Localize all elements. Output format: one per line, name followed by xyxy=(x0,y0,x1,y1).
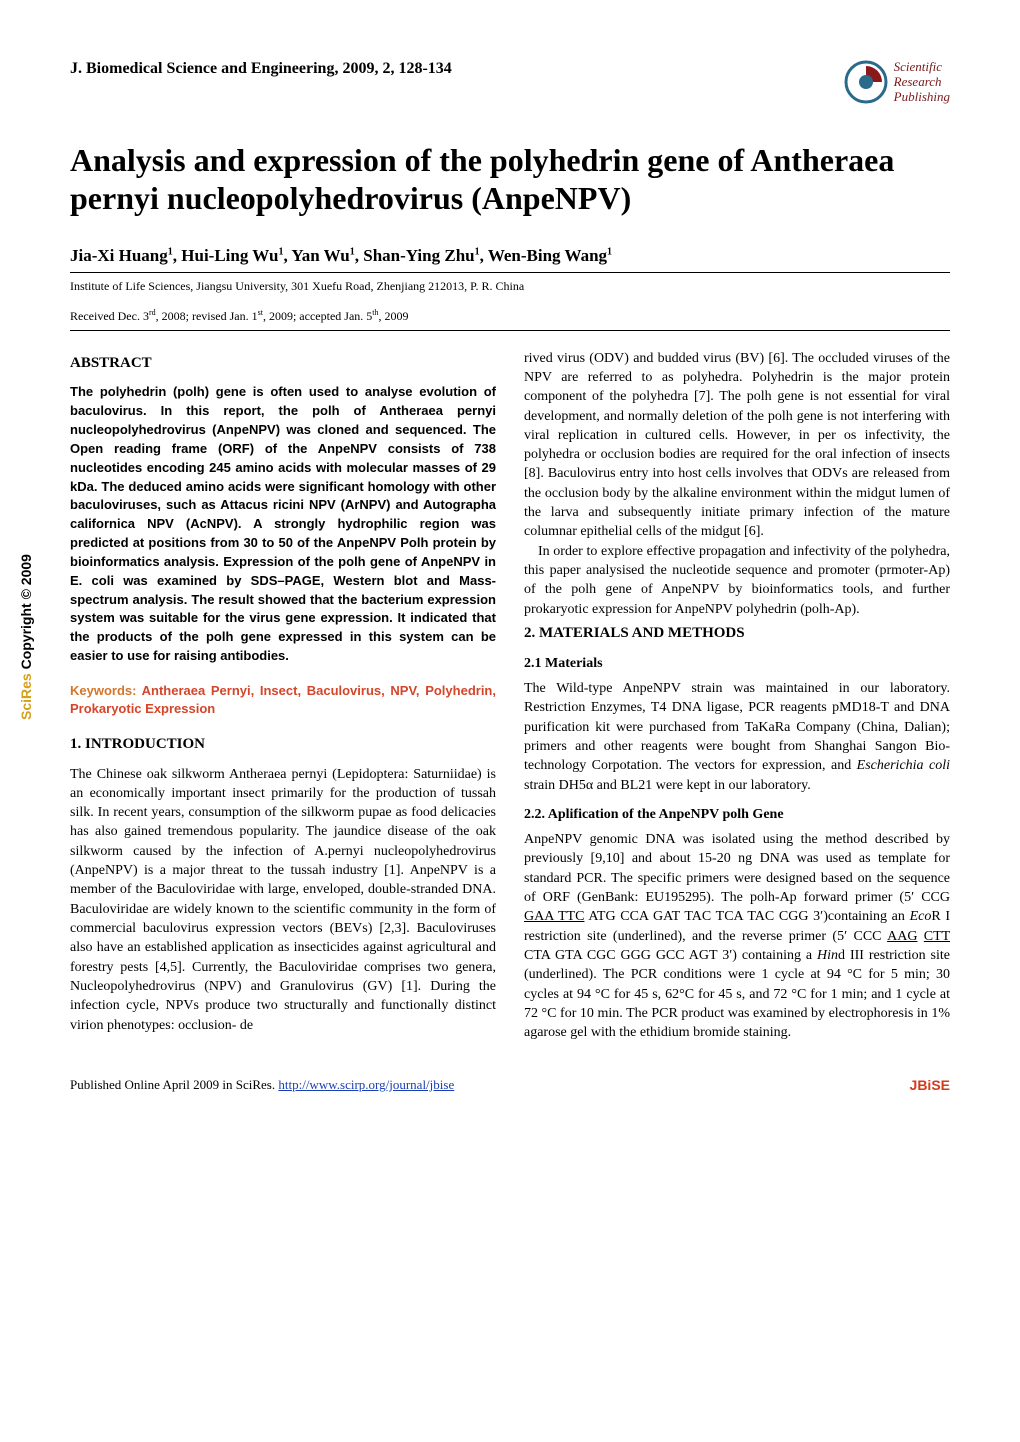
author-rule xyxy=(70,272,950,273)
two-column-body: ABSTRACT The polyhedrin (polh) gene is o… xyxy=(70,349,950,1043)
dates: Received Dec. 3rd, 2008; revised Jan. 1s… xyxy=(70,308,950,324)
paper-title: Analysis and expression of the polyhedri… xyxy=(70,141,950,218)
keywords: Keywords: Antheraea Pernyi, Insect, Bacu… xyxy=(70,682,496,718)
methods-heading: 2. MATERIALS AND METHODS xyxy=(524,623,950,644)
affiliation: Institute of Life Sciences, Jiangsu Univ… xyxy=(70,279,950,294)
sidebar-scires: SciRes xyxy=(18,673,34,720)
dates-rule xyxy=(70,330,950,331)
materials-body: The Wild-type AnpeNPV strain was maintai… xyxy=(524,679,950,795)
footer: Published Online April 2009 in SciRes. h… xyxy=(70,1077,950,1093)
publisher-logo: Scientific Research Publishing xyxy=(844,60,950,105)
intro-para-1b: rived virus (ODV) and budded virus (BV) … xyxy=(524,349,950,542)
abstract-body: The polyhedrin (polh) gene is often used… xyxy=(70,383,496,666)
intro-para-1a: The Chinese oak silkworm Antheraea perny… xyxy=(70,765,496,1035)
publisher-logo-icon xyxy=(844,60,888,104)
sidebar-copyright: SciRes Copyright © 2009 xyxy=(18,554,34,720)
journal-header: J. Biomedical Science and Engineering, 2… xyxy=(70,60,452,78)
authors: Jia-Xi Huang1, Hui-Ling Wu1, Yan Wu1, Sh… xyxy=(70,246,950,266)
intro-heading: 1. INTRODUCTION xyxy=(70,734,496,755)
footer-jbise: JBiSE xyxy=(910,1077,950,1093)
materials-heading: 2.1 Materials xyxy=(524,654,950,673)
publisher-logo-text: Scientific Research Publishing xyxy=(894,60,950,105)
intro-para-2: In order to explore effective propagatio… xyxy=(524,542,950,619)
header-row: J. Biomedical Science and Engineering, 2… xyxy=(70,60,950,105)
aplification-body: AnpeNPV genomic DNA was isolated using t… xyxy=(524,830,950,1042)
footer-pub: Published Online April 2009 in SciRes. h… xyxy=(70,1077,454,1093)
keywords-label: Keywords: xyxy=(70,683,136,698)
abstract-heading: ABSTRACT xyxy=(70,353,496,374)
footer-link[interactable]: http://www.scirp.org/journal/jbise xyxy=(278,1077,454,1092)
aplification-heading: 2.2. Aplification of the AnpeNPV polh Ge… xyxy=(524,805,950,824)
